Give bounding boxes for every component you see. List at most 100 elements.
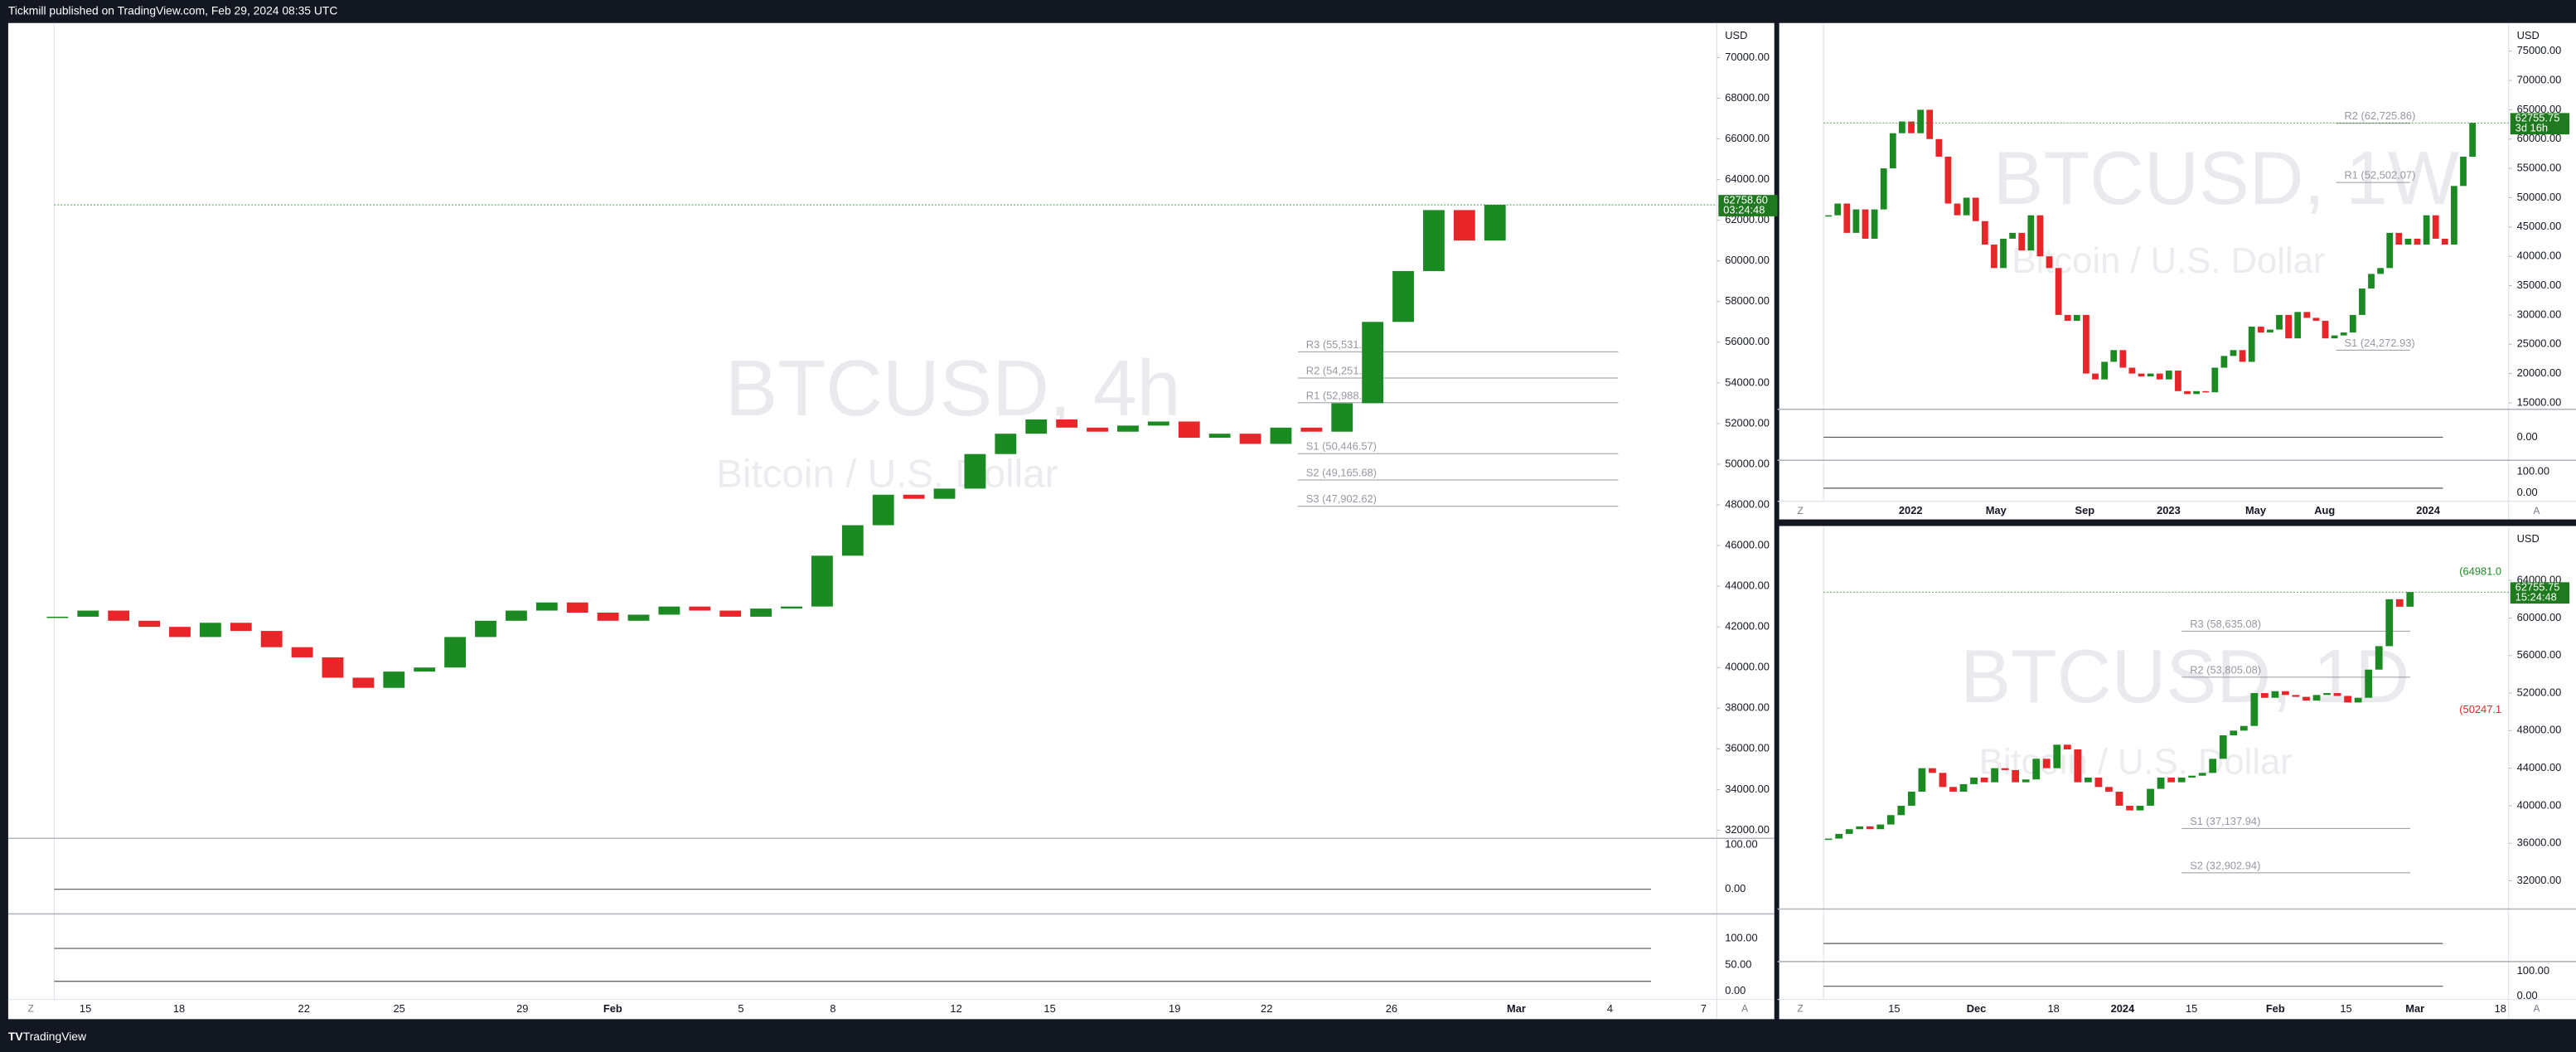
candle	[781, 606, 802, 609]
candle	[1981, 221, 1988, 245]
indicator-tick-label: 100.00	[2517, 464, 2549, 477]
x-tick-label: Sep	[2075, 504, 2095, 516]
candle	[2177, 777, 2186, 783]
candle	[108, 610, 130, 621]
candle	[995, 434, 1017, 454]
publisher-line: Tickmill published on TradingView.com, F…	[8, 4, 337, 17]
y-tick-label: 55000.00	[2517, 162, 2562, 174]
candle	[2074, 749, 2082, 783]
x-tick-label: 2023	[2157, 504, 2181, 516]
candle	[1300, 427, 1323, 432]
candle	[1852, 209, 1860, 233]
candle	[2331, 335, 2338, 339]
candle	[2027, 215, 2035, 251]
candle	[1918, 768, 1926, 792]
candle	[1944, 156, 1952, 204]
candle	[566, 602, 588, 613]
candle	[2239, 350, 2246, 362]
indicator-tick-label: 0.00	[2517, 486, 2538, 498]
pivot-label: S1 (37,137.94)	[2190, 815, 2260, 827]
candle	[2292, 695, 2300, 697]
level-label: (64981.0	[2459, 565, 2501, 577]
candle	[2365, 669, 2373, 698]
pivot-label: R3 (58,635.08)	[2190, 618, 2261, 630]
candle	[1178, 421, 1200, 439]
candle	[1907, 791, 1915, 806]
y-tick-label: 44000.00	[1725, 579, 1770, 592]
candle	[2156, 373, 2163, 380]
y-tick-label: 75000.00	[2517, 44, 2562, 56]
candle	[2119, 350, 2127, 368]
candle	[2386, 232, 2394, 269]
x-tick-label: Dec	[1967, 1002, 1987, 1015]
candle	[1929, 768, 1936, 773]
candle	[2009, 232, 2017, 239]
candle	[291, 647, 313, 657]
corner-right: A	[1741, 1003, 1748, 1015]
candle	[199, 623, 221, 638]
x-tick-label: 26	[1386, 1002, 1397, 1015]
candle	[322, 657, 344, 678]
x-tick-label: 18	[2495, 1002, 2506, 1015]
candle	[2333, 693, 2341, 696]
candle	[2115, 791, 2123, 806]
candle	[475, 620, 496, 638]
indicator-tick-label: 100.00	[1725, 932, 1757, 944]
candle	[1147, 421, 1169, 426]
x-tick-label: Mar	[1507, 1002, 1526, 1015]
x-tick-label: 15	[2186, 1002, 2197, 1015]
candle	[2312, 318, 2320, 321]
candle	[2294, 312, 2302, 339]
candle	[2073, 314, 2080, 321]
candle	[2312, 695, 2321, 701]
candle	[2250, 693, 2259, 726]
watermark-description: Bitcoin / U.S. Dollar	[1979, 743, 2293, 783]
x-tick-label: Aug	[2314, 504, 2335, 516]
candle	[2064, 314, 2071, 321]
candle	[2375, 646, 2383, 670]
candle	[1025, 419, 1048, 434]
candle	[841, 525, 864, 556]
candle	[1991, 768, 1998, 783]
candle	[2055, 268, 2062, 315]
candle	[2395, 232, 2403, 245]
y-tick-label: 48000.00	[1725, 497, 1770, 510]
candle	[719, 610, 742, 617]
x-tick-label: 22	[1261, 1002, 1272, 1015]
candle	[1834, 203, 1842, 216]
y-tick-label: 25000.00	[2517, 337, 2562, 350]
candle	[2395, 599, 2404, 607]
candle	[2092, 373, 2099, 380]
price-box	[2510, 582, 2570, 604]
corner-left: Z	[1797, 505, 1803, 516]
currency: USD	[2517, 29, 2540, 41]
x-tick-label: 2024	[2416, 504, 2440, 516]
countdown: 3d 16h	[2515, 122, 2548, 134]
candle	[2018, 232, 2026, 251]
candle	[2219, 735, 2227, 759]
candle	[1270, 427, 1292, 444]
corner-left: Z	[28, 1003, 34, 1015]
brand: TradingView	[23, 1030, 87, 1043]
y-tick-label: 35000.00	[2517, 279, 2562, 291]
watermark-symbol: BTCUSD, 1D	[1960, 634, 2409, 719]
brand-logo: TV	[8, 1030, 23, 1043]
candle	[2126, 805, 2133, 811]
x-tick-label: May	[2245, 504, 2267, 516]
candle	[2432, 215, 2439, 239]
candle	[2128, 367, 2136, 374]
candle	[2184, 390, 2191, 395]
candle	[2063, 744, 2071, 749]
candle	[658, 606, 680, 615]
pivot-label: S2 (32,902.94)	[2190, 859, 2260, 871]
x-tick-label: 22	[298, 1002, 310, 1015]
y-tick-label: 50000.00	[2517, 191, 2562, 203]
candle	[1239, 434, 1261, 444]
last-price: 62758.60	[1723, 194, 1768, 206]
x-tick-label: 15	[80, 1002, 91, 1015]
y-tick-label: 30000.00	[2517, 308, 2562, 320]
candle	[2248, 327, 2255, 362]
candle	[2260, 693, 2269, 698]
candle	[2136, 805, 2144, 811]
